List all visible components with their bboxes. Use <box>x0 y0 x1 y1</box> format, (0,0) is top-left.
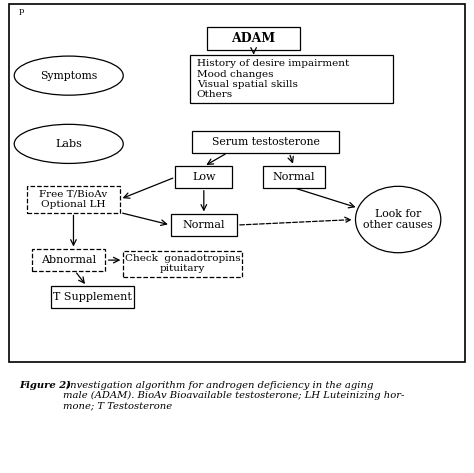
Bar <box>123 251 242 277</box>
Bar <box>171 214 237 236</box>
Text: T Supplement: T Supplement <box>53 292 132 302</box>
Text: Look for
other causes: Look for other causes <box>364 209 433 230</box>
Text: ADAM: ADAM <box>231 32 276 45</box>
Text: p: p <box>19 7 24 15</box>
Text: Investigation algorithm for androgen deficiency in the aging
male (ADAM). BioAv : Investigation algorithm for androgen def… <box>63 381 404 411</box>
Bar <box>192 131 339 153</box>
Text: Abnormal: Abnormal <box>41 255 96 265</box>
Text: Normal: Normal <box>182 220 225 230</box>
Circle shape <box>356 186 441 253</box>
Text: Low: Low <box>192 172 216 182</box>
Text: Serum testosterone: Serum testosterone <box>211 137 319 147</box>
Bar <box>207 27 300 50</box>
Text: Symptoms: Symptoms <box>40 70 97 80</box>
Bar <box>190 55 393 103</box>
Ellipse shape <box>14 56 123 95</box>
Bar <box>263 166 325 188</box>
Ellipse shape <box>14 124 123 164</box>
Text: Labs: Labs <box>55 139 82 149</box>
Bar <box>51 286 134 308</box>
Text: Free T/BioAv
Optional LH: Free T/BioAv Optional LH <box>39 190 108 209</box>
Bar <box>27 186 119 212</box>
Bar <box>32 249 105 271</box>
Bar <box>175 166 232 188</box>
Text: History of desire impairment
Mood changes
Visual spatial skills
Others: History of desire impairment Mood change… <box>197 59 349 99</box>
Text: Figure 2): Figure 2) <box>19 381 71 390</box>
Text: Normal: Normal <box>273 172 315 182</box>
Text: Check  gonadotropins
pituitary: Check gonadotropins pituitary <box>125 254 240 273</box>
